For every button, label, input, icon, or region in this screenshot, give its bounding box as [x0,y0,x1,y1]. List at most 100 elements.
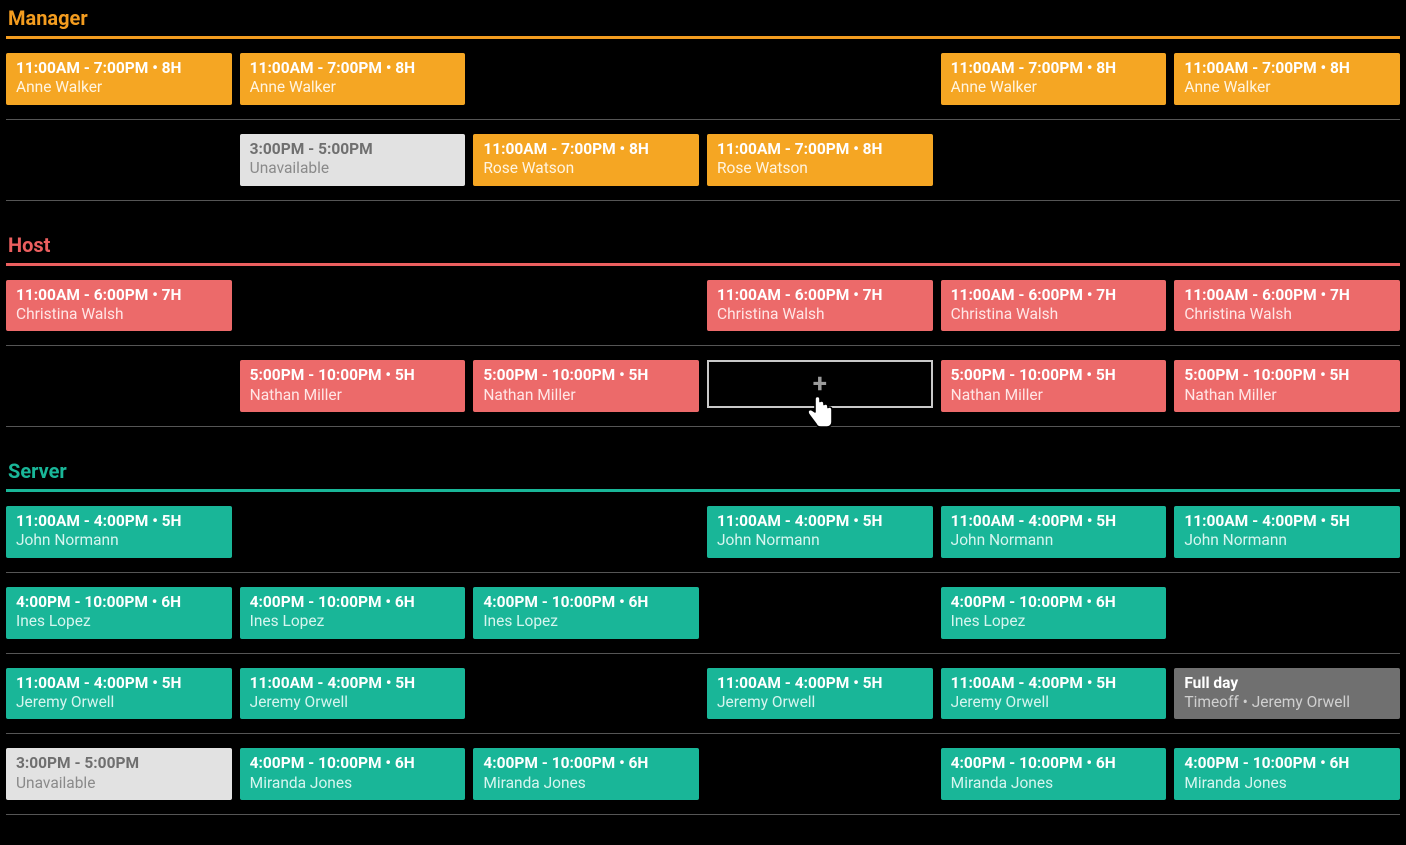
shift-employee: Christina Walsh [951,305,1157,324]
shift-employee: Anne Walker [951,78,1157,97]
schedule-cell: 11:00AM - 4:00PM • 5HJohn Normann [6,506,232,558]
shift-employee: John Normann [16,531,222,550]
role-title: Manager [6,2,1400,36]
shift-time: 11:00AM - 4:00PM • 5H [250,674,456,693]
shift-block[interactable]: 4:00PM - 10:00PM • 6HMiranda Jones [473,748,699,800]
shift-block[interactable]: 4:00PM - 10:00PM • 6HInes Lopez [240,587,466,639]
shift-time: 11:00AM - 7:00PM • 8H [16,59,222,78]
shift-time: 11:00AM - 4:00PM • 5H [951,674,1157,693]
schedule-cell: 11:00AM - 4:00PM • 5HJeremy Orwell [6,668,232,720]
shift-time: 11:00AM - 7:00PM • 8H [250,59,456,78]
shift-employee: Jeremy Orwell [16,693,222,712]
timeoff-block[interactable]: Full dayTimeoff • Jeremy Orwell [1174,668,1400,720]
unavailable-label: Unavailable [16,774,222,793]
schedule-cell: 11:00AM - 7:00PM • 8HAnne Walker [240,53,466,105]
shift-block[interactable]: 5:00PM - 10:00PM • 5HNathan Miller [1174,360,1400,412]
shift-employee: Anne Walker [16,78,222,97]
shift-employee: Anne Walker [250,78,456,97]
schedule-cell [707,748,933,800]
shift-block[interactable]: 11:00AM - 7:00PM • 8HAnne Walker [6,53,232,105]
shift-employee: Christina Walsh [717,305,923,324]
shift-block[interactable]: 4:00PM - 10:00PM • 6HInes Lopez [941,587,1167,639]
plus-icon: + [813,371,827,397]
schedule-cell: 4:00PM - 10:00PM • 6HMiranda Jones [473,748,699,800]
schedule-cell [707,53,933,105]
shift-block[interactable]: 11:00AM - 7:00PM • 8HAnne Walker [941,53,1167,105]
schedule-cell: 5:00PM - 10:00PM • 5HNathan Miller [941,360,1167,412]
shift-block[interactable]: 11:00AM - 7:00PM • 8HAnne Walker [240,53,466,105]
timeoff-detail: Timeoff • Jeremy Orwell [1184,693,1390,712]
shift-block[interactable]: 11:00AM - 4:00PM • 5HJeremy Orwell [240,668,466,720]
unavailable-block[interactable]: 3:00PM - 5:00PMUnavailable [6,748,232,800]
shift-block[interactable]: 5:00PM - 10:00PM • 5HNathan Miller [240,360,466,412]
shift-block[interactable]: 5:00PM - 10:00PM • 5HNathan Miller [473,360,699,412]
shift-block[interactable]: 11:00AM - 6:00PM • 7HChristina Walsh [1174,280,1400,332]
shift-time: 4:00PM - 10:00PM • 6H [483,754,689,773]
schedule-cell: 5:00PM - 10:00PM • 5HNathan Miller [473,360,699,412]
schedule-cell: 5:00PM - 10:00PM • 5HNathan Miller [1174,360,1400,412]
shift-block[interactable]: 11:00AM - 6:00PM • 7HChristina Walsh [941,280,1167,332]
shift-time: 4:00PM - 10:00PM • 6H [250,754,456,773]
shift-employee: Nathan Miller [1184,386,1390,405]
shift-time: 11:00AM - 6:00PM • 7H [951,286,1157,305]
shift-time: 5:00PM - 10:00PM • 5H [483,366,689,385]
schedule-cell: 11:00AM - 4:00PM • 5HJeremy Orwell [707,668,933,720]
shift-block[interactable]: 11:00AM - 7:00PM • 8HAnne Walker [1174,53,1400,105]
shift-block[interactable]: 11:00AM - 4:00PM • 5HJeremy Orwell [707,668,933,720]
unavailable-block[interactable]: 3:00PM - 5:00PMUnavailable [240,134,466,186]
role-section-host: Host11:00AM - 6:00PM • 7HChristina Walsh… [6,229,1400,428]
shift-block[interactable]: 11:00AM - 6:00PM • 7HChristina Walsh [707,280,933,332]
timeoff-title: Full day [1184,674,1390,693]
schedule-cell: 11:00AM - 4:00PM • 5HJeremy Orwell [941,668,1167,720]
shift-employee: Ines Lopez [483,612,689,631]
shift-time: 11:00AM - 4:00PM • 5H [717,674,923,693]
shift-time: 5:00PM - 10:00PM • 5H [250,366,456,385]
schedule-cell: 11:00AM - 7:00PM • 8HAnne Walker [6,53,232,105]
shift-block[interactable]: 11:00AM - 6:00PM • 7HChristina Walsh [6,280,232,332]
schedule-cell [240,280,466,332]
schedule-row: 11:00AM - 4:00PM • 5HJeremy Orwell11:00A… [6,654,1400,735]
schedule-cell: 4:00PM - 10:00PM • 6HInes Lopez [240,587,466,639]
shift-time: 4:00PM - 10:00PM • 6H [250,593,456,612]
shift-employee: John Normann [1184,531,1390,550]
schedule-cell: 4:00PM - 10:00PM • 6HMiranda Jones [941,748,1167,800]
schedule-cell [240,506,466,558]
shift-employee: Miranda Jones [250,774,456,793]
schedule-cell: 3:00PM - 5:00PMUnavailable [6,748,232,800]
shift-block[interactable]: 4:00PM - 10:00PM • 6HInes Lopez [473,587,699,639]
schedule-cell: 11:00AM - 6:00PM • 7HChristina Walsh [707,280,933,332]
shift-time: 11:00AM - 4:00PM • 5H [951,512,1157,531]
shift-block[interactable]: 11:00AM - 7:00PM • 8HRose Watson [473,134,699,186]
schedule-cell [473,506,699,558]
shift-block[interactable]: 11:00AM - 4:00PM • 5HJeremy Orwell [6,668,232,720]
schedule-row: 5:00PM - 10:00PM • 5HNathan Miller5:00PM… [6,346,1400,427]
schedule-cell [1174,587,1400,639]
shift-block[interactable]: 11:00AM - 4:00PM • 5HJohn Normann [707,506,933,558]
schedule-cell: 11:00AM - 7:00PM • 8HRose Watson [473,134,699,186]
shift-block[interactable]: 5:00PM - 10:00PM • 5HNathan Miller [941,360,1167,412]
shift-employee: Jeremy Orwell [951,693,1157,712]
shift-time: 4:00PM - 10:00PM • 6H [951,754,1157,773]
shift-block[interactable]: 11:00AM - 7:00PM • 8HRose Watson [707,134,933,186]
shift-block[interactable]: 11:00AM - 4:00PM • 5HJeremy Orwell [941,668,1167,720]
shift-block[interactable]: 4:00PM - 10:00PM • 6HMiranda Jones [941,748,1167,800]
shift-block[interactable]: 4:00PM - 10:00PM • 6HInes Lopez [6,587,232,639]
schedule-row: 3:00PM - 5:00PMUnavailable11:00AM - 7:00… [6,120,1400,201]
schedule-cell: 11:00AM - 7:00PM • 8HAnne Walker [1174,53,1400,105]
shift-block[interactable]: 4:00PM - 10:00PM • 6HMiranda Jones [1174,748,1400,800]
shift-block[interactable]: 11:00AM - 4:00PM • 5HJohn Normann [941,506,1167,558]
schedule-cell: 4:00PM - 10:00PM • 6HMiranda Jones [1174,748,1400,800]
role-section-server: Server11:00AM - 4:00PM • 5HJohn Normann1… [6,455,1400,815]
shift-time: 11:00AM - 4:00PM • 5H [717,512,923,531]
schedule-cell: 11:00AM - 4:00PM • 5HJohn Normann [941,506,1167,558]
shift-time: 11:00AM - 7:00PM • 8H [717,140,923,159]
shift-time: 11:00AM - 6:00PM • 7H [1184,286,1390,305]
shift-block[interactable]: 4:00PM - 10:00PM • 6HMiranda Jones [240,748,466,800]
shift-employee: Anne Walker [1184,78,1390,97]
shift-block[interactable]: 11:00AM - 4:00PM • 5HJohn Normann [1174,506,1400,558]
shift-employee: Jeremy Orwell [250,693,456,712]
shift-block[interactable]: 11:00AM - 4:00PM • 5HJohn Normann [6,506,232,558]
add-shift-button[interactable]: + [707,360,933,408]
shift-employee: Ines Lopez [951,612,1157,631]
schedule-cell [473,668,699,720]
